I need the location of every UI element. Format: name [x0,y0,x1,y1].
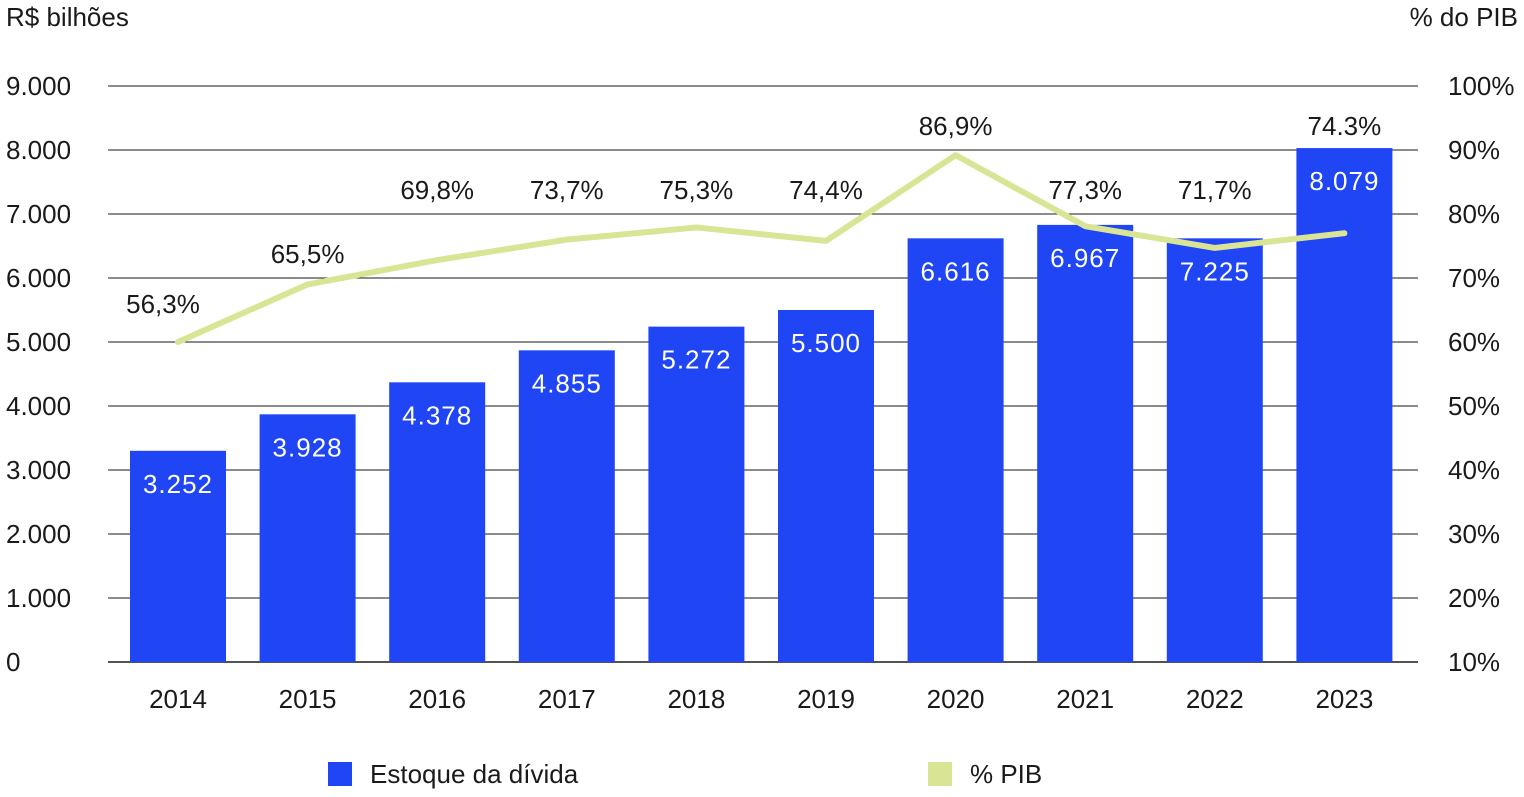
pib-value-label: 77,3% [1048,175,1122,205]
x-tick-label: 2019 [797,684,855,714]
bar-value-label: 3.252 [143,469,213,499]
pib-value-label: 74.3% [1308,111,1382,141]
right-axis: 10% 20% 30% 40% 50% 60% 70% 80% 90% 100% [1448,71,1515,677]
bar [518,350,615,662]
bar-value-label: 4.855 [532,368,602,398]
bar [1296,148,1393,662]
left-tick-label: 4.000 [6,391,71,421]
left-tick-label: 3.000 [6,455,71,485]
x-tick-label: 2022 [1186,684,1244,714]
left-tick-label: 9.000 [6,71,71,101]
bar [778,310,874,662]
pib-value-label: 71,7% [1178,175,1252,205]
left-tick-label: 1.000 [6,583,71,613]
pib-value-label: 73,7% [530,175,604,205]
bar [130,450,226,662]
left-tick-label: 6.000 [6,263,71,293]
left-tick-label: 8.000 [6,135,71,165]
left-tick-label: 7.000 [6,199,71,229]
x-tick-label: 2021 [1056,684,1114,714]
pib-value-label: 86,9% [919,111,993,141]
bar-value-label: 4.378 [402,400,472,430]
pib-value-label: 65,5% [271,239,345,269]
pib-line [175,152,1348,345]
legend-label-bars: Estoque da dívida [370,759,579,789]
x-tick-label: 2017 [538,684,596,714]
left-axis-unit-label: R$ bilhões [6,2,129,32]
pib-value-label: 74,4% [789,175,863,205]
right-axis-unit-label: % do PIB [1410,2,1518,32]
bar-value-label: 5.272 [661,345,731,375]
legend-swatch-bars [328,762,352,786]
bar-value-label: 3.928 [273,432,343,462]
right-tick-label: 70% [1448,263,1500,293]
pib-value-label: 56,3% [126,289,200,319]
bar [907,238,1004,662]
bar [259,414,356,662]
pib-value-label: 75,3% [660,175,734,205]
bar-value-label: 5.500 [791,328,861,358]
right-tick-label: 80% [1448,199,1500,229]
right-tick-label: 10% [1448,647,1500,677]
bar-value-label: 8.079 [1309,166,1379,196]
left-axis: 0 1.000 2.000 3.000 4.000 5.000 6.000 7.000 8.00… [6,71,71,677]
right-tick-label: 30% [1448,519,1500,549]
legend-label-line: % PIB [970,759,1042,789]
x-tick-label: 2018 [667,684,725,714]
bar-value-label: 7.225 [1180,256,1250,286]
legend-swatch-line [928,762,952,786]
x-tick-label: 2016 [408,684,466,714]
right-tick-label: 50% [1448,391,1500,421]
left-tick-label: 5.000 [6,327,71,357]
left-tick-label: 0 [6,647,20,677]
bar [389,382,486,662]
bar [1037,224,1134,662]
left-tick-label: 2.000 [6,519,71,549]
x-tick-label: 2015 [279,684,337,714]
right-tick-label: 40% [1448,455,1500,485]
bar-series: 3.252 3.928 4.378 4.855 5.272 5.500 6.616 6.967… [130,148,1393,662]
x-tick-label: 2020 [927,684,985,714]
bar [648,326,745,662]
right-tick-label: 100% [1448,71,1515,101]
legend: Estoque da dívida % PIB [328,759,1042,789]
pib-value-label: 69,8% [400,175,474,205]
x-tick-label: 2023 [1315,684,1373,714]
bar-value-label: 6.967 [1050,243,1120,273]
right-tick-label: 90% [1448,135,1500,165]
line-series: 56,3% 65,5% 69,8% 73,7% 75,3% 74,4% 86,9% 77,3%… [126,111,1382,345]
bar-value-label: 6.616 [921,256,991,286]
right-tick-label: 60% [1448,327,1500,357]
x-tick-label: 2014 [149,684,207,714]
bar [1166,238,1263,662]
right-tick-label: 20% [1448,583,1500,613]
x-axis: 2014 2015 2016 2017 2018 2019 2020 2021 2022 2023 [149,684,1373,714]
